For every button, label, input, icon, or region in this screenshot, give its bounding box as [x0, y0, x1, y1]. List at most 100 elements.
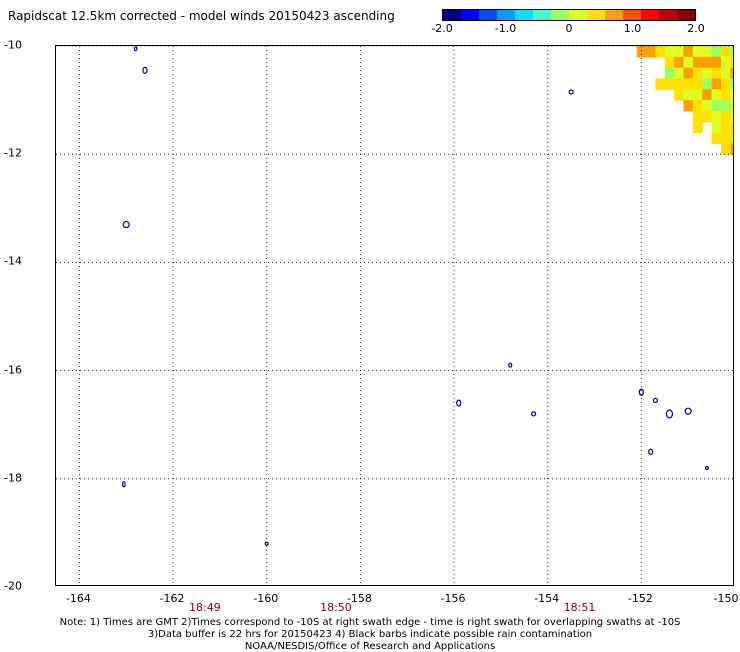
- wind-difference-cell: [674, 67, 685, 80]
- colorbar: [442, 9, 696, 21]
- longitude-tick-label: -150: [713, 592, 739, 605]
- island-outline: [142, 66, 148, 74]
- colorbar-segment: [587, 10, 605, 20]
- island-outline: [122, 481, 126, 488]
- wind-difference-cell: [674, 46, 685, 58]
- wind-difference-cell: [720, 132, 731, 144]
- wind-difference-cell: [730, 78, 733, 90]
- wind-difference-cell: [683, 78, 694, 90]
- wind-difference-cell: [711, 46, 722, 58]
- wind-difference-cell: [683, 67, 694, 80]
- swath-time-label: 18:49: [188, 601, 221, 614]
- wind-difference-cell: [730, 46, 733, 58]
- island-outline: [264, 541, 269, 546]
- island-outline: [122, 220, 130, 229]
- colorbar-segment: [641, 10, 659, 20]
- wind-difference-cell: [692, 56, 703, 69]
- island-outline: [531, 411, 537, 417]
- colorbar-tick-label: 0: [565, 22, 573, 35]
- wind-difference-cell: [730, 89, 733, 101]
- colorbar-segment: [551, 10, 569, 20]
- longitude-tick-label: -154: [534, 592, 560, 605]
- wind-difference-cell: [711, 110, 722, 123]
- wind-difference-cell: [730, 121, 733, 134]
- wind-difference-cell: [683, 100, 694, 112]
- swath-time-label: 18:51: [563, 601, 596, 614]
- island-outline: [508, 362, 513, 368]
- colorbar-segment: [605, 10, 623, 20]
- island-outline: [704, 465, 710, 471]
- colorbar-segment: [461, 10, 479, 20]
- wind-difference-cell: [692, 46, 703, 58]
- wind-difference-cell: [730, 132, 733, 144]
- latitude-tick-label: -18: [4, 471, 22, 485]
- latitude-tick-label: -14: [4, 254, 22, 268]
- island-outline: [456, 399, 462, 407]
- wind-difference-cell: [683, 56, 694, 69]
- latitude-tick-label: -16: [4, 363, 22, 377]
- colorbar-segment: [497, 10, 515, 20]
- wind-difference-cell: [674, 89, 685, 101]
- wind-difference-cell: [702, 46, 713, 58]
- wind-difference-cell: [702, 78, 713, 90]
- note-line-2: 3)Data buffer is 22 hrs for 20150423 4) …: [147, 629, 593, 640]
- colorbar-segment: [677, 10, 695, 20]
- wind-difference-cell: [711, 56, 722, 69]
- island-outline: [568, 89, 574, 95]
- wind-difference-cell: [730, 56, 733, 69]
- island-outline: [665, 409, 674, 419]
- wind-difference-cell: [702, 56, 713, 69]
- wind-difference-cell: [664, 78, 675, 90]
- wind-difference-cell: [692, 121, 703, 134]
- wind-difference-cell: [730, 100, 733, 112]
- island-outline: [648, 448, 654, 455]
- latitude-tick-label: -12: [4, 146, 22, 160]
- colorbar-tick-label: 2.0: [687, 22, 705, 35]
- colorbar-segment: [515, 10, 533, 20]
- wind-difference-cell: [730, 67, 733, 80]
- longitude-tick-label: -158: [346, 592, 372, 605]
- wind-difference-cell: [720, 121, 731, 134]
- wind-difference-cell: [720, 46, 731, 58]
- island-outline: [638, 388, 644, 396]
- plot-title: Rapidscat 12.5km corrected - model winds…: [8, 9, 395, 23]
- colorbar-segment: [443, 10, 461, 20]
- latitude-tick-label: -10: [4, 38, 22, 52]
- wind-difference-cell: [674, 78, 685, 90]
- wind-difference-cell: [692, 110, 703, 123]
- colorbar-tick-label: -1.0: [494, 22, 517, 35]
- wind-difference-cell: [720, 78, 731, 90]
- wind-difference-cell: [720, 143, 731, 155]
- colorbar-tick-label: -2.0: [431, 22, 453, 35]
- wind-difference-cell: [720, 110, 731, 123]
- colorbar-segment: [569, 10, 587, 20]
- wind-difference-cell: [730, 143, 733, 155]
- island-outline: [133, 46, 138, 52]
- colorbar-segment: [659, 10, 677, 20]
- wind-difference-cell: [711, 100, 722, 112]
- wind-difference-cell: [720, 89, 731, 101]
- wind-difference-cell: [664, 46, 675, 58]
- wind-difference-cell: [692, 89, 703, 101]
- wind-difference-cell: [636, 46, 647, 58]
- wind-difference-cell: [711, 67, 722, 80]
- wind-difference-cell: [655, 78, 666, 90]
- note-line-3: NOAA/NESDIS/Office of Research and Appli…: [244, 641, 496, 652]
- wind-difference-cell: [702, 89, 713, 101]
- map-canvas: [56, 46, 733, 585]
- wind-difference-cell: [664, 56, 675, 69]
- wind-difference-cell: [702, 100, 713, 112]
- wind-difference-cell: [674, 56, 685, 69]
- wind-difference-cell: [720, 56, 731, 69]
- wind-difference-cell: [702, 67, 713, 80]
- colorbar-tick-label: 1.0: [623, 22, 642, 35]
- colorbar-segment: [479, 10, 497, 20]
- wind-difference-cell: [711, 89, 722, 101]
- wind-difference-cell: [711, 78, 722, 90]
- wind-difference-cell: [720, 67, 731, 80]
- island-outline: [652, 397, 658, 403]
- longitude-tick-label: -152: [627, 592, 653, 605]
- wind-difference-map: [55, 45, 734, 586]
- wind-difference-cell: [646, 46, 656, 58]
- wind-difference-cell: [683, 46, 694, 58]
